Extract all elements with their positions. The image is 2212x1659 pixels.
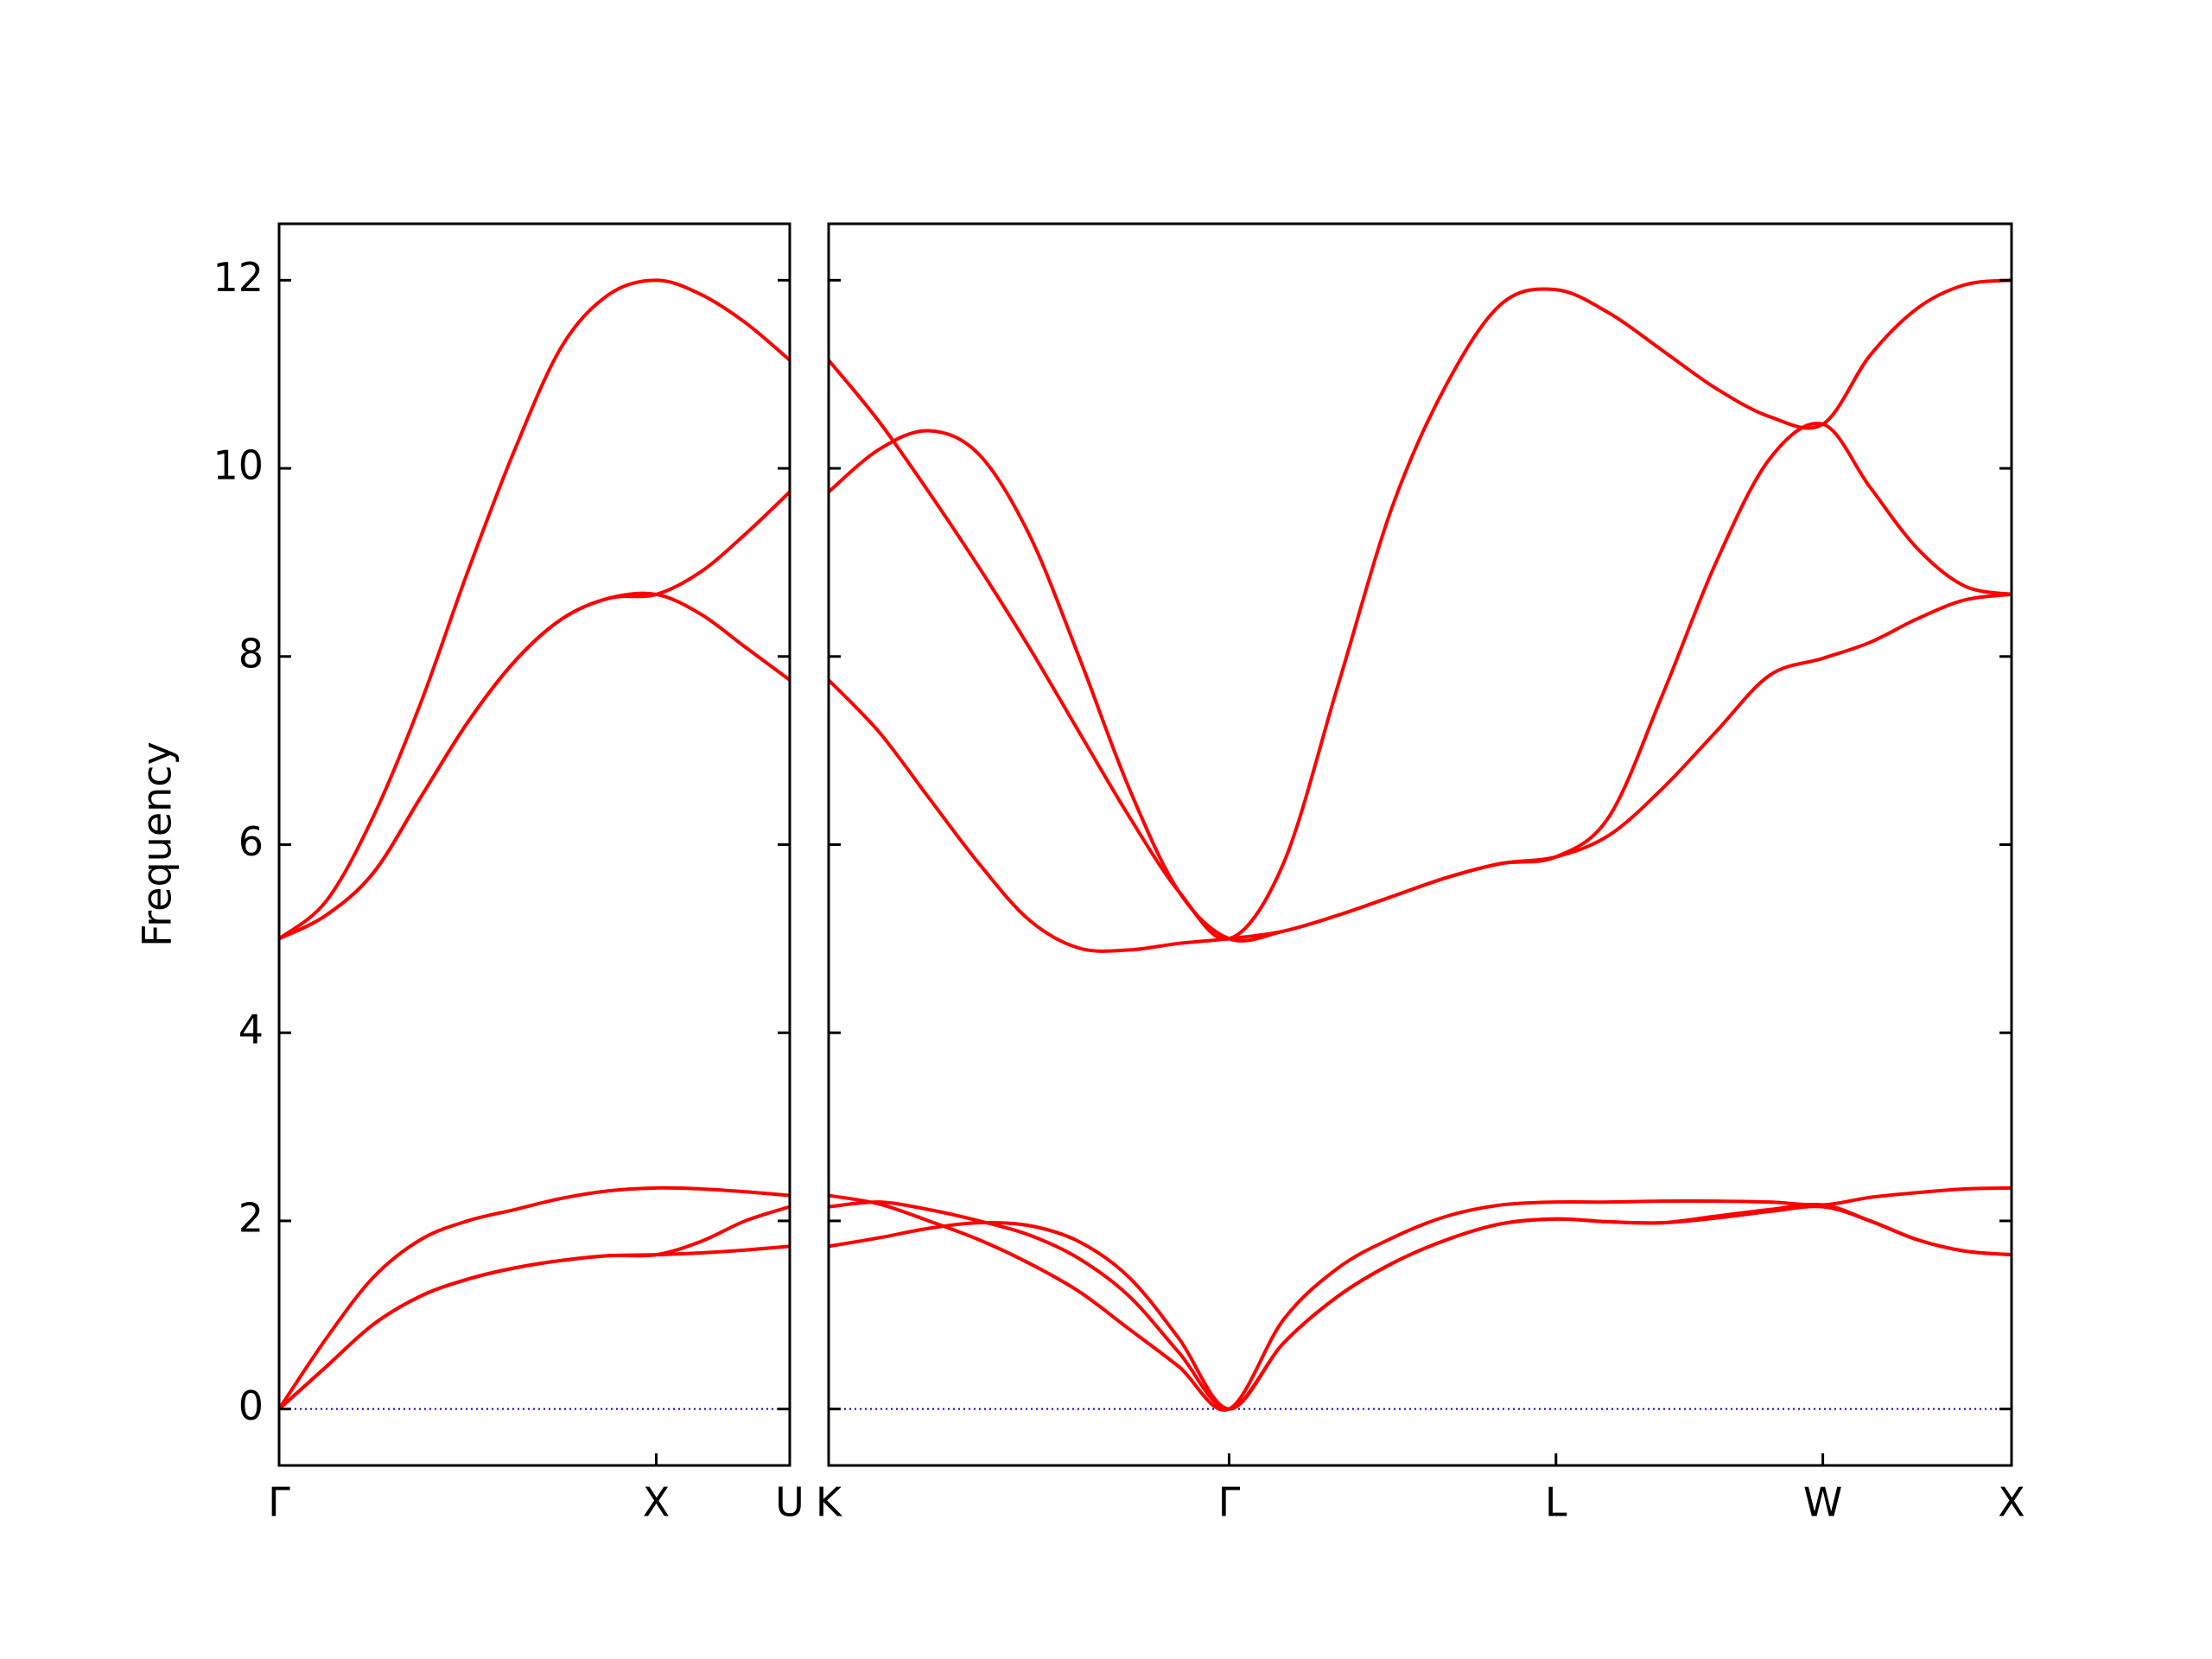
panel-frame: [277, 222, 791, 1467]
panel-frame: [827, 222, 2013, 1467]
y-tick-label: 8: [238, 630, 264, 677]
x-tick-label: U: [775, 1479, 804, 1526]
y-tick-label: 2: [238, 1194, 264, 1241]
y-tick-label: 0: [238, 1382, 264, 1429]
y-tick-label: 4: [238, 1007, 264, 1053]
x-tick-label: W: [1803, 1479, 1842, 1526]
band-line: [278, 490, 791, 941]
band-line: [277, 1185, 791, 1410]
band-line: [827, 278, 2012, 941]
x-tick-label: X: [1998, 1479, 2025, 1526]
x-tick-label: Γ: [268, 1479, 290, 1526]
band-line: [828, 1202, 2012, 1411]
y-tick-label: 10: [213, 442, 264, 489]
x-tick-label: X: [643, 1479, 671, 1526]
y-axis-label: Frequency: [134, 741, 181, 947]
band-line: [277, 278, 791, 940]
y-tick-label: 12: [213, 254, 264, 301]
band-line: [277, 1205, 791, 1411]
y-tick-label: 6: [238, 818, 264, 865]
x-tick-label: Γ: [1218, 1479, 1241, 1526]
x-tick-label: L: [1545, 1479, 1567, 1526]
x-tick-label: K: [816, 1479, 843, 1526]
band-line: [827, 421, 2012, 943]
